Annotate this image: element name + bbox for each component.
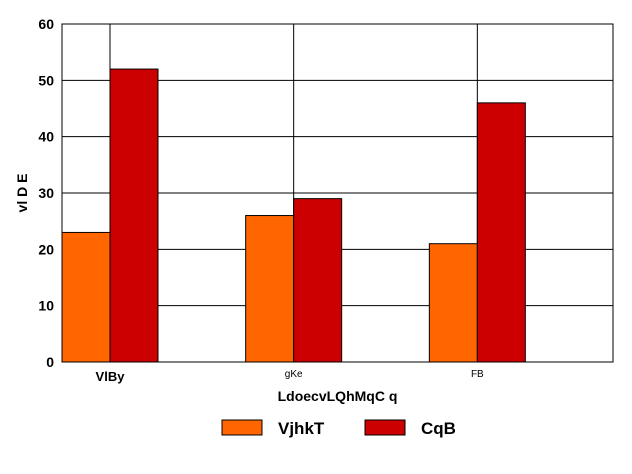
y-tick-label: 10 <box>38 298 54 314</box>
y-axis-label: vl D E <box>14 174 30 213</box>
bar-1-3 <box>428 243 478 363</box>
y-tick-label: 30 <box>38 185 54 201</box>
legend-swatch <box>221 419 263 436</box>
y-axis-ticks: 0 10 20 30 40 50 60 <box>38 16 54 370</box>
legend-label: VjhkT <box>278 419 325 438</box>
bar-2-3 <box>476 102 526 363</box>
bar-1-1 <box>61 231 111 363</box>
legend-swatch <box>364 419 406 436</box>
bar-1-2 <box>245 215 295 363</box>
legend-label: CqB <box>421 419 456 438</box>
x-tick-label: VlBy <box>96 369 126 384</box>
y-tick-label: 50 <box>38 72 54 88</box>
plot-frame <box>61 23 614 363</box>
y-tick-label: 20 <box>38 241 54 257</box>
x-axis-ticks: VlBy gKe FB <box>96 369 485 384</box>
legend: VjhkT CqB <box>221 419 456 438</box>
y-tick-label: 40 <box>38 129 54 145</box>
x-axis-label: LdoecvLQhMqC q <box>278 388 398 404</box>
x-tick-label: FB <box>471 369 484 380</box>
x-tick-label: gKe <box>285 369 303 380</box>
bar-2-1 <box>109 68 159 363</box>
y-tick-label: 0 <box>46 354 54 370</box>
bar-2-2 <box>293 198 343 363</box>
y-tick-label: 60 <box>38 16 54 32</box>
